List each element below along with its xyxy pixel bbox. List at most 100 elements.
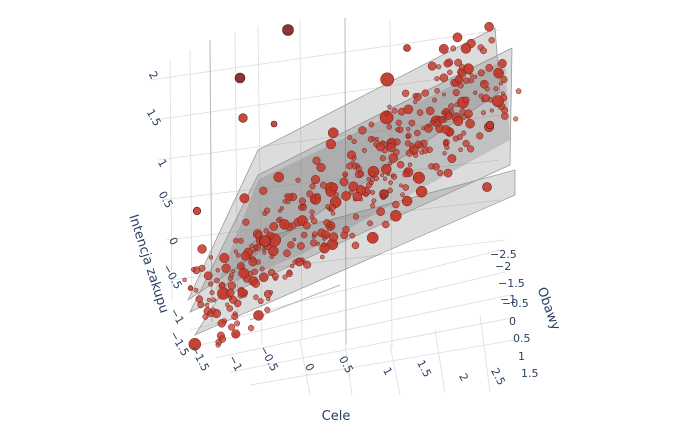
data-point <box>386 143 396 153</box>
data-point <box>237 287 247 297</box>
data-point <box>467 145 475 153</box>
data-point <box>450 45 457 52</box>
data-point <box>297 242 305 250</box>
data-point <box>349 232 356 239</box>
x-tick-label: −0.5 <box>257 344 281 374</box>
data-point <box>187 285 194 292</box>
data-point-outlier <box>482 182 492 192</box>
y-tick-label: −0.5 <box>502 297 529 310</box>
data-point <box>312 156 321 165</box>
data-point <box>310 217 318 225</box>
data-point <box>442 92 446 97</box>
data-point <box>271 272 279 280</box>
data-point <box>247 324 255 332</box>
scatter-points <box>182 21 522 351</box>
data-point <box>193 287 199 293</box>
data-point <box>300 204 307 211</box>
data-point <box>404 140 412 147</box>
y-tick-label: 1 <box>518 350 525 363</box>
y-axis-ticks: −2.5−2 −1.5 −1−0.5 0 0.5 1 1.5 <box>490 248 539 380</box>
data-point <box>447 69 453 76</box>
x-tick-label: −1.5 <box>188 344 212 374</box>
data-point <box>387 104 392 109</box>
data-point <box>376 142 385 152</box>
data-point <box>303 260 312 269</box>
data-point <box>407 162 413 167</box>
data-point <box>438 116 446 124</box>
data-point <box>464 109 473 119</box>
data-point <box>491 95 504 108</box>
data-point <box>190 267 196 272</box>
data-point <box>352 213 359 220</box>
data-point <box>295 177 301 183</box>
data-point <box>401 89 410 97</box>
data-point <box>460 43 472 54</box>
data-point <box>215 268 221 273</box>
data-point <box>286 270 293 278</box>
data-point <box>434 76 440 82</box>
data-point <box>228 323 236 331</box>
data-point <box>310 197 317 204</box>
data-point <box>277 208 282 213</box>
data-point <box>325 139 336 150</box>
data-point <box>239 193 250 204</box>
data-point <box>321 242 327 248</box>
data-point <box>352 191 363 202</box>
data-point <box>235 252 241 258</box>
data-point <box>351 138 357 145</box>
data-point <box>412 93 418 99</box>
data-point <box>316 162 326 173</box>
data-point <box>342 171 349 178</box>
data-point <box>323 219 331 227</box>
z-tick-label: 1 <box>155 157 170 170</box>
data-point <box>416 109 424 116</box>
z-axis-ticks: −1.5−1−0.500.511.52 <box>144 69 192 359</box>
data-point <box>242 218 250 226</box>
data-point <box>399 183 403 188</box>
data-point <box>366 231 379 244</box>
data-point <box>231 269 236 274</box>
data-point <box>436 64 442 70</box>
data-point <box>376 207 385 216</box>
data-point <box>249 243 255 249</box>
data-point <box>392 148 400 156</box>
grid-line <box>165 199 501 241</box>
x-tick-label: 2.5 <box>488 366 508 388</box>
data-point <box>248 257 258 267</box>
grid-line <box>299 339 311 396</box>
data-point <box>259 266 265 272</box>
data-point <box>221 263 231 273</box>
data-point <box>264 207 271 214</box>
data-point <box>234 320 241 327</box>
grid-lines <box>149 17 516 396</box>
data-point-outlier <box>379 189 389 199</box>
data-point <box>309 209 315 215</box>
data-point <box>306 190 314 198</box>
data-point <box>501 112 509 120</box>
data-point <box>391 107 398 114</box>
data-point <box>380 173 384 178</box>
data-point <box>390 173 395 178</box>
data-point <box>269 254 275 260</box>
data-point <box>459 108 466 115</box>
data-point <box>217 319 226 328</box>
data-point <box>356 165 363 172</box>
data-point <box>342 226 350 234</box>
grid-line <box>199 271 506 346</box>
data-point <box>388 180 393 185</box>
data-point <box>390 210 402 222</box>
data-point <box>457 82 464 89</box>
data-point <box>219 252 230 264</box>
z-axis-title: Intencja zakupu <box>125 213 171 316</box>
data-point <box>468 77 475 84</box>
data-point <box>282 274 288 280</box>
data-point <box>275 218 281 223</box>
grid-line <box>169 239 506 281</box>
data-point <box>500 91 505 96</box>
data-point <box>214 277 220 284</box>
data-point-outlier <box>238 113 248 123</box>
data-point <box>259 186 268 195</box>
x-tick-label: 0.5 <box>336 354 356 376</box>
x-tick-label: 2 <box>456 371 471 383</box>
